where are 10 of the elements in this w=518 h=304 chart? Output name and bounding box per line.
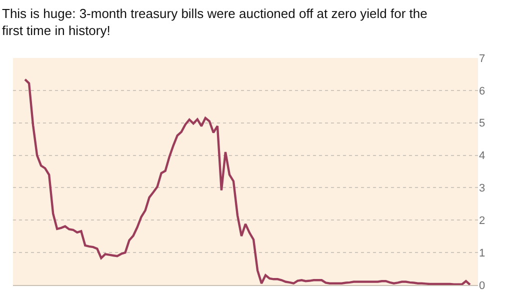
y-tick-label: 5 bbox=[479, 118, 486, 130]
y-tick-label: 6 bbox=[479, 85, 486, 98]
y-tick-label: 1 bbox=[479, 247, 486, 260]
y-tick-label: 0 bbox=[479, 280, 486, 292]
y-tick-label: 2 bbox=[479, 214, 486, 227]
chart-title: This is huge: 3-month treasury bills were auctioned off at zero yield for the first time in history! bbox=[2, 6, 428, 38]
y-tick-label: 4 bbox=[479, 150, 486, 162]
line-series bbox=[24, 78, 472, 285]
y-tick-label: 7 bbox=[479, 52, 486, 65]
y-tick-label: 3 bbox=[479, 182, 486, 195]
